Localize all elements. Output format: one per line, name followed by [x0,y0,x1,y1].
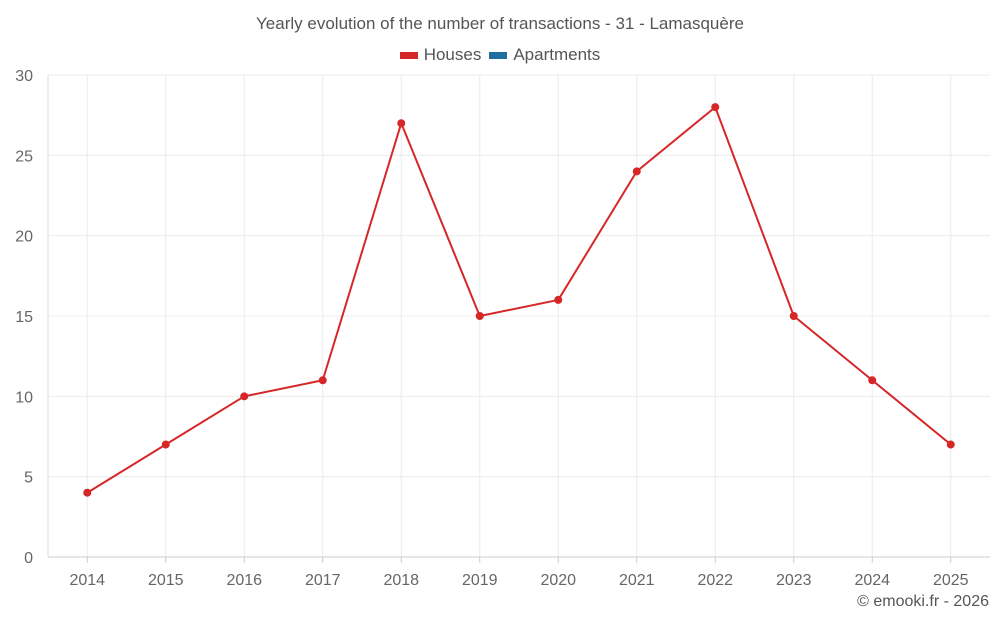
legend-label-apartments: Apartments [513,45,601,64]
data-point-houses-2020 [554,295,563,304]
data-point-houses-2017 [318,376,327,385]
x-tick-label-2019: 2019 [462,572,498,589]
x-tick-label-2014: 2014 [69,572,105,589]
series-line-houses [86,106,952,494]
data-point-houses-2018 [397,119,406,128]
x-tick-label-2024: 2024 [854,572,890,589]
chart-title: Yearly evolution of the number of transa… [256,14,744,33]
legend-swatch-apartments [489,51,508,59]
x-tick-label-2022: 2022 [697,572,733,589]
legend-item-houses[interactable]: Houses [399,45,482,65]
data-point-houses-2023 [789,312,798,320]
x-tick-label-2021: 2021 [619,572,655,589]
legend: Houses Apartments [0,45,1000,65]
x-tick-label-2017: 2017 [305,572,341,589]
data-point-houses-2022 [711,103,720,112]
x-tick-label-2018: 2018 [383,572,419,589]
data-point-houses-2025 [946,440,955,449]
data-point-houses-2021 [632,167,641,176]
y-tick-label-25: 25 [15,148,33,165]
x-tick-label-2025: 2025 [933,572,969,589]
x-tick-label-2016: 2016 [226,572,262,589]
x-tick-label-2020: 2020 [540,572,576,589]
y-tick-label-15: 15 [15,309,33,326]
y-tick-label-30: 30 [15,68,33,85]
credit-text: © emooki.fr - 2026 [857,593,989,610]
data-point-houses-2014 [83,488,92,497]
y-tick-label-10: 10 [15,389,33,406]
x-tick-label-2023: 2023 [776,572,812,589]
legend-item-apartments[interactable]: Apartments [489,45,600,65]
legend-label-houses: Houses [423,45,482,64]
data-point-houses-2019 [475,312,484,320]
y-tick-label-20: 20 [15,229,33,246]
x-tick-label-2015: 2015 [148,572,184,589]
data-point-houses-2015 [161,440,170,449]
data-point-houses-2024 [868,376,877,385]
data-point-houses-2016 [240,392,249,401]
legend-swatch-houses [399,51,418,59]
y-tick-label-0: 0 [24,550,33,567]
y-tick-label-5: 5 [24,470,33,487]
